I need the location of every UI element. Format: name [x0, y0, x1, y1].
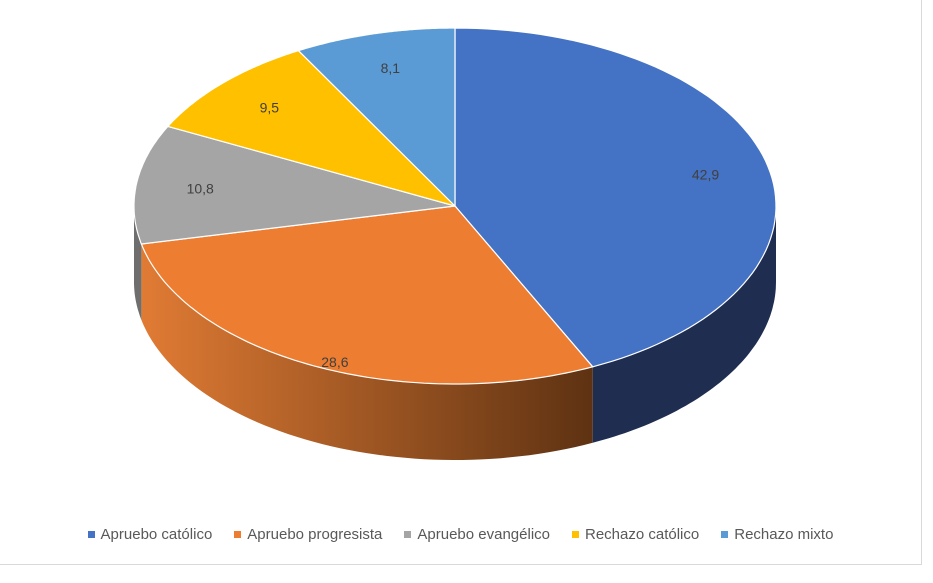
data-label: 9,5	[260, 100, 280, 116]
legend-item: Rechazo mixto	[721, 526, 833, 543]
legend-swatch	[87, 531, 95, 538]
data-label: 10,8	[187, 180, 214, 196]
legend-swatch	[234, 531, 242, 538]
data-label: 28,6	[321, 354, 348, 370]
legend-item: Apruebo progresista	[234, 526, 382, 543]
legend-swatch	[572, 531, 579, 538]
legend-item: Apruebo católico	[87, 526, 213, 543]
legend-label: Apruebo católico	[100, 526, 213, 543]
legend-swatch	[721, 531, 729, 538]
legend-swatch	[404, 531, 412, 538]
pie-slice-1[interactable]	[454, 27, 777, 368]
pie-side-2	[141, 244, 593, 460]
pie-slice-4[interactable]	[166, 49, 458, 208]
legend-label: Apruebo evangélico	[417, 526, 550, 543]
legend-label: Rechazo mixto	[734, 526, 834, 543]
pie-slice-3[interactable]	[133, 125, 456, 245]
legend-item: Apruebo evangélico	[404, 526, 550, 543]
pie-slice-5[interactable]	[297, 27, 456, 208]
legend-item: Rechazo católico	[572, 526, 699, 543]
pie-side-3	[134, 206, 142, 320]
pie-side-1	[592, 206, 776, 443]
legend-label: Apruebo progresista	[247, 526, 383, 543]
legend-label: Rechazo católico	[585, 526, 700, 543]
data-label: 8,1	[381, 60, 401, 76]
legend: Apruebo católico Apruebo progresista Aprue…	[0, 526, 921, 543]
pie-slice-2[interactable]	[140, 205, 594, 385]
data-label: 42,9	[692, 167, 719, 183]
